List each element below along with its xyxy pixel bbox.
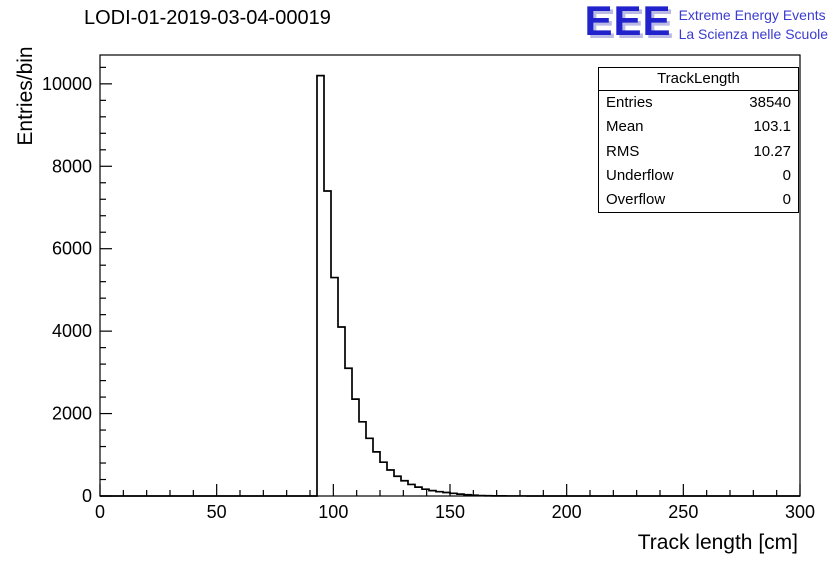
eee-logo: EEE Extreme Energy Events La Scienza nel… [584, 0, 828, 44]
stats-value: 38540 [749, 94, 791, 111]
eee-logo-line2: La Scienza nelle Scuole [678, 25, 828, 42]
x-tick-label: 50 [207, 502, 227, 522]
stats-label: RMS [606, 142, 640, 160]
stats-label: Entries [606, 94, 653, 111]
y-tick-label: 2000 [52, 404, 92, 424]
x-tick-label: 200 [552, 502, 582, 522]
stats-row-overflow: Overflow 0 [599, 188, 798, 212]
y-tick-label: 0 [82, 486, 92, 506]
stats-row-rms: RMS 10.27 [599, 140, 798, 164]
stats-label: Overflow [606, 191, 666, 208]
x-tick-label: 150 [435, 502, 465, 522]
y-tick-label: 8000 [52, 156, 92, 176]
axis-tick-labels: 0 50 100 150 200 250 300 0 2000 4000 6000 8000 10000 [42, 74, 815, 522]
y-tick-label: 4000 [52, 321, 92, 341]
stats-value: 0 [782, 166, 791, 184]
x-tick-label: 100 [318, 502, 348, 522]
histogram-line [100, 74, 800, 497]
stats-label: Underflow [606, 166, 674, 184]
y-tick-label: 10000 [42, 74, 92, 94]
y-tick-label: 6000 [52, 239, 92, 259]
x-tick-label: 300 [785, 502, 815, 522]
x-tick-label: 250 [668, 502, 698, 522]
stats-box: TrackLength Entries 38540 Mean 103.1 RMS… [598, 67, 799, 214]
plot-title: LODI-01-2019-03-04-00019 [84, 7, 331, 29]
stats-row-underflow: Underflow 0 [599, 164, 798, 188]
stats-label: Mean [606, 118, 644, 136]
eee-logo-acronym: EEE [584, 0, 672, 44]
stats-value: 0 [782, 191, 791, 208]
x-tick-label: 0 [95, 502, 105, 522]
stats-value: 10.27 [753, 142, 791, 160]
y-axis-title: Entries/bin [14, 46, 37, 145]
stats-title: TrackLength [599, 68, 798, 91]
eee-logo-line1: Extreme Energy Events [678, 7, 826, 23]
eee-logo-subtitle: Extreme Energy Events La Scienza nelle S… [679, 3, 828, 44]
stats-row-entries: Entries 38540 [599, 91, 798, 115]
stats-value: 103.1 [753, 118, 791, 136]
x-axis-title: Track length [cm] [638, 531, 798, 554]
stats-row-mean: Mean 103.1 [599, 115, 798, 139]
